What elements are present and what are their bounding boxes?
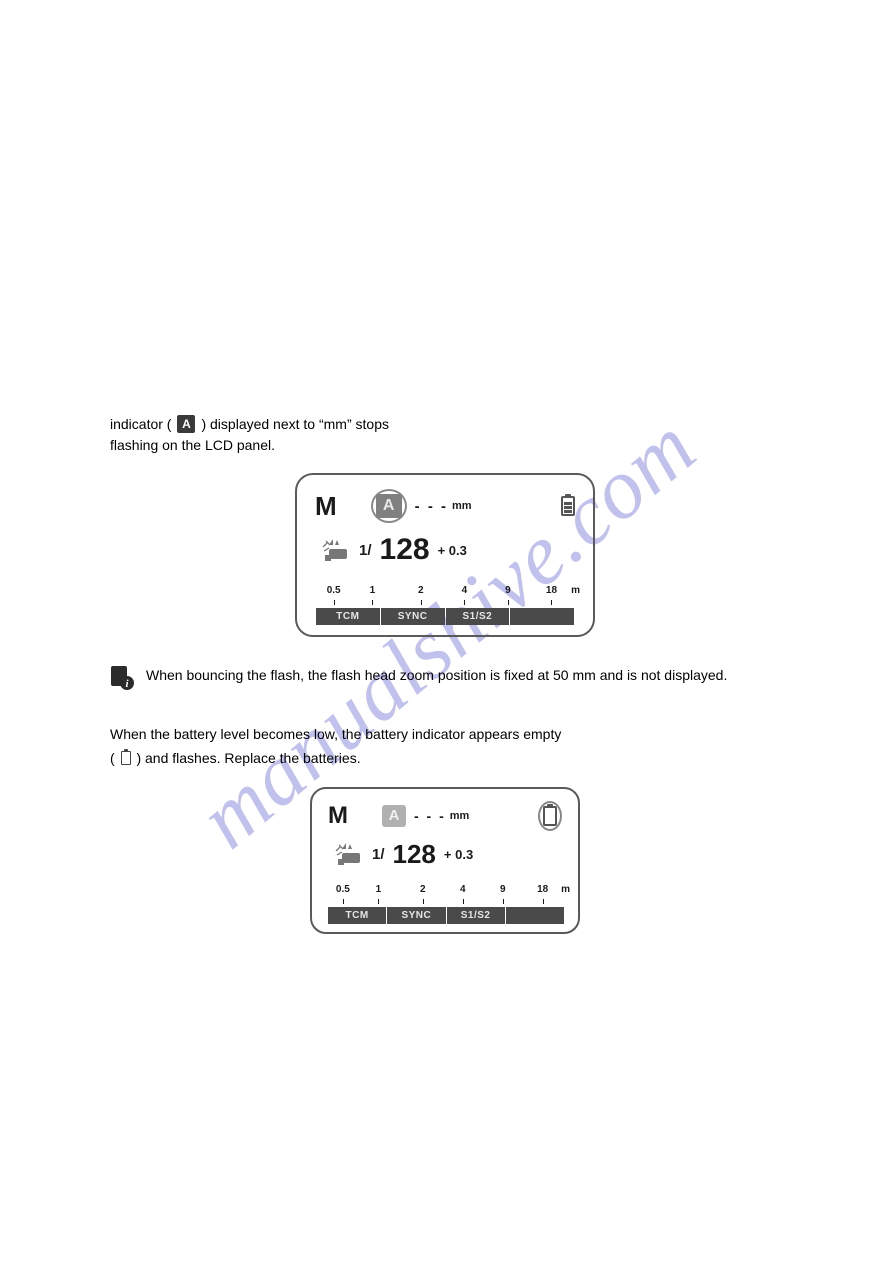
focal-length-value: - - - (414, 808, 446, 824)
power-prefix: 1/ (372, 846, 385, 863)
scale-num: 1 (370, 585, 376, 596)
power-value: 128 (380, 533, 430, 567)
zoom-highlight-circle: A (371, 489, 407, 523)
scale-num: 1 (376, 884, 382, 895)
section2-text-b: ) and flashes. Replace the batteries. (136, 750, 360, 766)
page-content: indicator ( A ) displayed next to “mm” s… (110, 415, 780, 934)
intro-suffix: ) displayed next to “mm” stops (201, 416, 389, 432)
intro-line: indicator ( A ) displayed next to “mm” s… (110, 415, 780, 433)
battery-empty-inline-icon (121, 751, 131, 765)
softkey-row: TCM SYNC S1/S2 (328, 907, 564, 924)
softkey-empty[interactable] (510, 608, 574, 625)
power-prefix: 1/ (359, 542, 372, 559)
lcd-top-row: M A - - - mm (315, 489, 575, 523)
section2-text-a: When the battery level becomes low, the … (110, 726, 561, 742)
note-block: i When bouncing the flash, the flash hea… (110, 665, 780, 691)
mode-indicator: M (328, 802, 348, 830)
scale-num: 9 (500, 884, 506, 895)
scale-num: 4 (460, 884, 466, 895)
mm-unit: mm (450, 810, 470, 822)
scale-num: 2 (418, 585, 424, 596)
battery-icon (561, 496, 575, 516)
lcd-power-row: 1/ 128 + 0.3 (315, 533, 575, 567)
distance-scale: 0.5 1 2 4 9 18 m (334, 884, 556, 904)
battery-highlight-circle (538, 801, 562, 831)
distance-scale: 0.5 1 2 4 9 18 m (324, 585, 566, 605)
scale-ticks (334, 899, 556, 904)
softkey-s1s2[interactable]: S1/S2 (447, 907, 505, 924)
lcd-panel-1: M A - - - mm 1/ 128 (295, 473, 595, 637)
softkey-row: TCM SYNC S1/S2 (316, 608, 574, 625)
scale-num: 0.5 (336, 884, 350, 895)
battery-bar (564, 510, 572, 513)
section2-paren-open: ( (110, 750, 119, 766)
battery-low-section: When the battery level becomes low, the … (110, 723, 780, 934)
battery-icon (543, 806, 557, 826)
intro-text: flashing on the LCD panel. (110, 437, 275, 453)
power-adjust: + 0.3 (444, 847, 473, 862)
scale-num: 4 (462, 585, 468, 596)
scale-num: 18 (537, 884, 548, 895)
scale-unit: m (571, 585, 580, 596)
intro-prefix: indicator ( (110, 416, 171, 432)
softkey-sync[interactable]: SYNC (387, 907, 445, 924)
scale-ticks (324, 600, 566, 605)
battery-bar (564, 506, 572, 509)
battery-bar (564, 502, 572, 505)
scale-unit: m (561, 884, 570, 895)
lcd-panel-2: M A - - - mm 1/ (310, 787, 580, 934)
scale-num: 18 (546, 585, 557, 596)
scale-num: 2 (420, 884, 426, 895)
mm-unit: mm (452, 500, 472, 512)
softkey-s1s2[interactable]: S1/S2 (446, 608, 510, 625)
softkey-tcm[interactable]: TCM (328, 907, 386, 924)
mode-indicator: M (315, 491, 337, 522)
lcd-power-row: 1/ 128 + 0.3 (328, 839, 562, 870)
intro-line2: flashing on the LCD panel. (110, 437, 780, 453)
a-badge-inline-icon: A (177, 415, 195, 433)
focal-length-value: - - - (415, 498, 448, 515)
softkey-tcm[interactable]: TCM (316, 608, 380, 625)
scale-num: 0.5 (327, 585, 341, 596)
bounce-flash-icon (334, 841, 364, 867)
power-value: 128 (393, 839, 436, 870)
zoom-auto-icon: A (382, 805, 406, 827)
power-adjust: + 0.3 (438, 543, 467, 558)
softkey-empty[interactable] (506, 907, 564, 924)
softkey-sync[interactable]: SYNC (381, 608, 445, 625)
bounce-flash-icon (321, 537, 351, 563)
note-icon: i (110, 665, 136, 691)
lcd-top-row: M A - - - mm (328, 801, 562, 831)
note-text: When bouncing the flash, the flash head … (146, 665, 727, 687)
scale-num: 9 (505, 585, 511, 596)
zoom-auto-icon: A (376, 494, 402, 518)
